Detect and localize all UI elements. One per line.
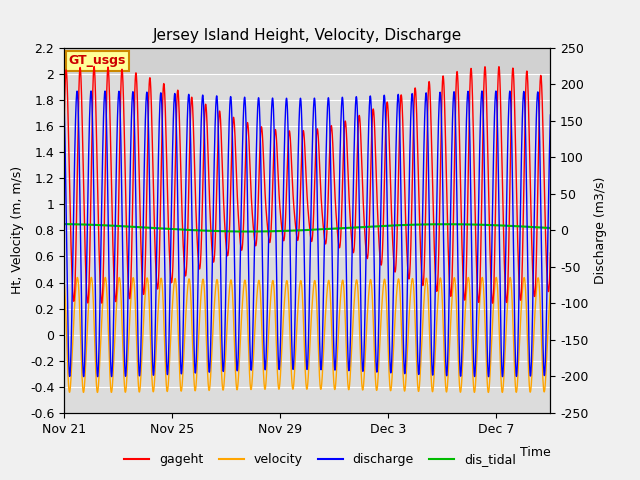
- Text: GT_usgs: GT_usgs: [69, 54, 126, 67]
- Y-axis label: Discharge (m3/s): Discharge (m3/s): [594, 177, 607, 284]
- Y-axis label: Ht, Velocity (m, m/s): Ht, Velocity (m, m/s): [12, 167, 24, 294]
- Text: Time: Time: [520, 445, 550, 458]
- Title: Jersey Island Height, Velocity, Discharge: Jersey Island Height, Velocity, Discharg…: [152, 28, 462, 43]
- Bar: [64, 48, 550, 74]
- Legend: gageht, velocity, discharge, dis_tidal: gageht, velocity, discharge, dis_tidal: [119, 448, 521, 471]
